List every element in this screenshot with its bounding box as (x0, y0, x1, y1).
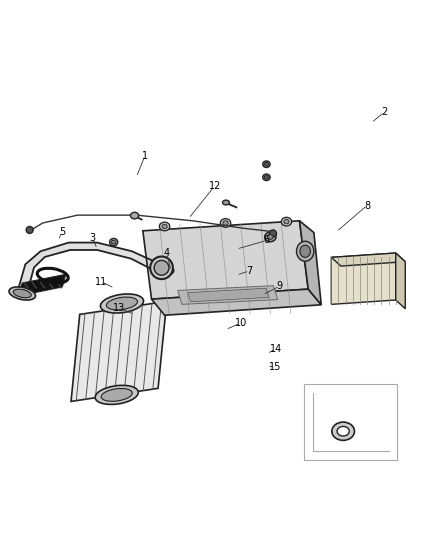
Ellipse shape (106, 297, 138, 310)
Text: 3: 3 (90, 233, 96, 243)
Ellipse shape (13, 289, 31, 298)
Polygon shape (152, 289, 321, 315)
Ellipse shape (101, 389, 132, 401)
Ellipse shape (265, 175, 268, 179)
Ellipse shape (332, 422, 354, 440)
Ellipse shape (131, 212, 139, 219)
Text: 2: 2 (381, 107, 388, 117)
Ellipse shape (26, 227, 33, 233)
Polygon shape (331, 253, 396, 304)
Polygon shape (178, 286, 278, 304)
Ellipse shape (223, 221, 228, 225)
Ellipse shape (268, 235, 273, 239)
Ellipse shape (9, 287, 35, 300)
Ellipse shape (337, 426, 349, 436)
Text: 6: 6 (264, 236, 270, 245)
Text: 9: 9 (277, 281, 283, 291)
Polygon shape (331, 253, 405, 266)
Text: 4: 4 (164, 248, 170, 259)
Ellipse shape (150, 256, 173, 279)
Ellipse shape (112, 240, 116, 244)
Ellipse shape (265, 232, 276, 241)
Ellipse shape (263, 174, 270, 181)
Text: 13: 13 (113, 303, 125, 313)
Ellipse shape (300, 245, 311, 257)
Ellipse shape (297, 241, 314, 261)
Ellipse shape (281, 217, 292, 226)
Ellipse shape (159, 222, 170, 231)
Ellipse shape (95, 385, 138, 405)
Text: 10: 10 (235, 318, 247, 328)
Text: 7: 7 (246, 266, 253, 276)
Polygon shape (71, 301, 167, 401)
Polygon shape (18, 274, 66, 296)
Polygon shape (187, 288, 269, 302)
Ellipse shape (162, 224, 167, 229)
Ellipse shape (265, 163, 268, 166)
Ellipse shape (263, 161, 270, 167)
Text: 12: 12 (208, 181, 221, 191)
Text: 5: 5 (59, 227, 65, 237)
Polygon shape (396, 253, 405, 309)
Ellipse shape (100, 294, 144, 313)
Ellipse shape (110, 238, 118, 246)
Text: 14: 14 (269, 344, 282, 354)
Text: 15: 15 (269, 361, 282, 372)
Ellipse shape (220, 219, 231, 228)
Text: 11: 11 (95, 277, 108, 287)
Polygon shape (143, 221, 308, 299)
Ellipse shape (154, 261, 169, 275)
Ellipse shape (223, 200, 230, 205)
Text: 8: 8 (364, 200, 370, 211)
Ellipse shape (269, 230, 276, 237)
Bar (304, 384, 397, 460)
Polygon shape (17, 243, 169, 295)
Polygon shape (300, 221, 321, 305)
Ellipse shape (284, 220, 289, 224)
Ellipse shape (155, 265, 174, 275)
Text: 1: 1 (142, 150, 148, 160)
